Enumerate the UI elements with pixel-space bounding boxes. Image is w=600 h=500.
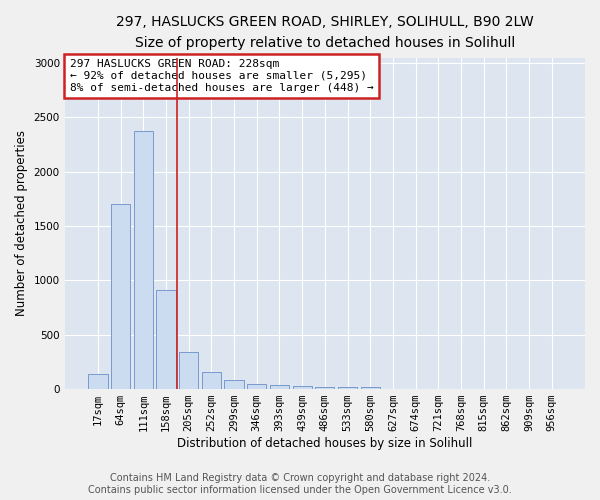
- Bar: [361, 387, 380, 389]
- Bar: [270, 386, 289, 389]
- Bar: [224, 380, 244, 389]
- Bar: [315, 387, 334, 389]
- Bar: [293, 386, 312, 389]
- Bar: [338, 387, 357, 389]
- Text: Contains HM Land Registry data © Crown copyright and database right 2024.
Contai: Contains HM Land Registry data © Crown c…: [88, 474, 512, 495]
- X-axis label: Distribution of detached houses by size in Solihull: Distribution of detached houses by size …: [177, 437, 473, 450]
- Bar: [202, 372, 221, 389]
- Text: 297 HASLUCKS GREEN ROAD: 228sqm
← 92% of detached houses are smaller (5,295)
8% : 297 HASLUCKS GREEN ROAD: 228sqm ← 92% of…: [70, 60, 374, 92]
- Y-axis label: Number of detached properties: Number of detached properties: [15, 130, 28, 316]
- Bar: [157, 290, 176, 389]
- Bar: [247, 384, 266, 389]
- Bar: [179, 352, 199, 389]
- Title: 297, HASLUCKS GREEN ROAD, SHIRLEY, SOLIHULL, B90 2LW
Size of property relative t: 297, HASLUCKS GREEN ROAD, SHIRLEY, SOLIH…: [116, 15, 534, 50]
- Bar: [134, 130, 153, 389]
- Bar: [111, 204, 130, 389]
- Bar: [88, 374, 107, 389]
